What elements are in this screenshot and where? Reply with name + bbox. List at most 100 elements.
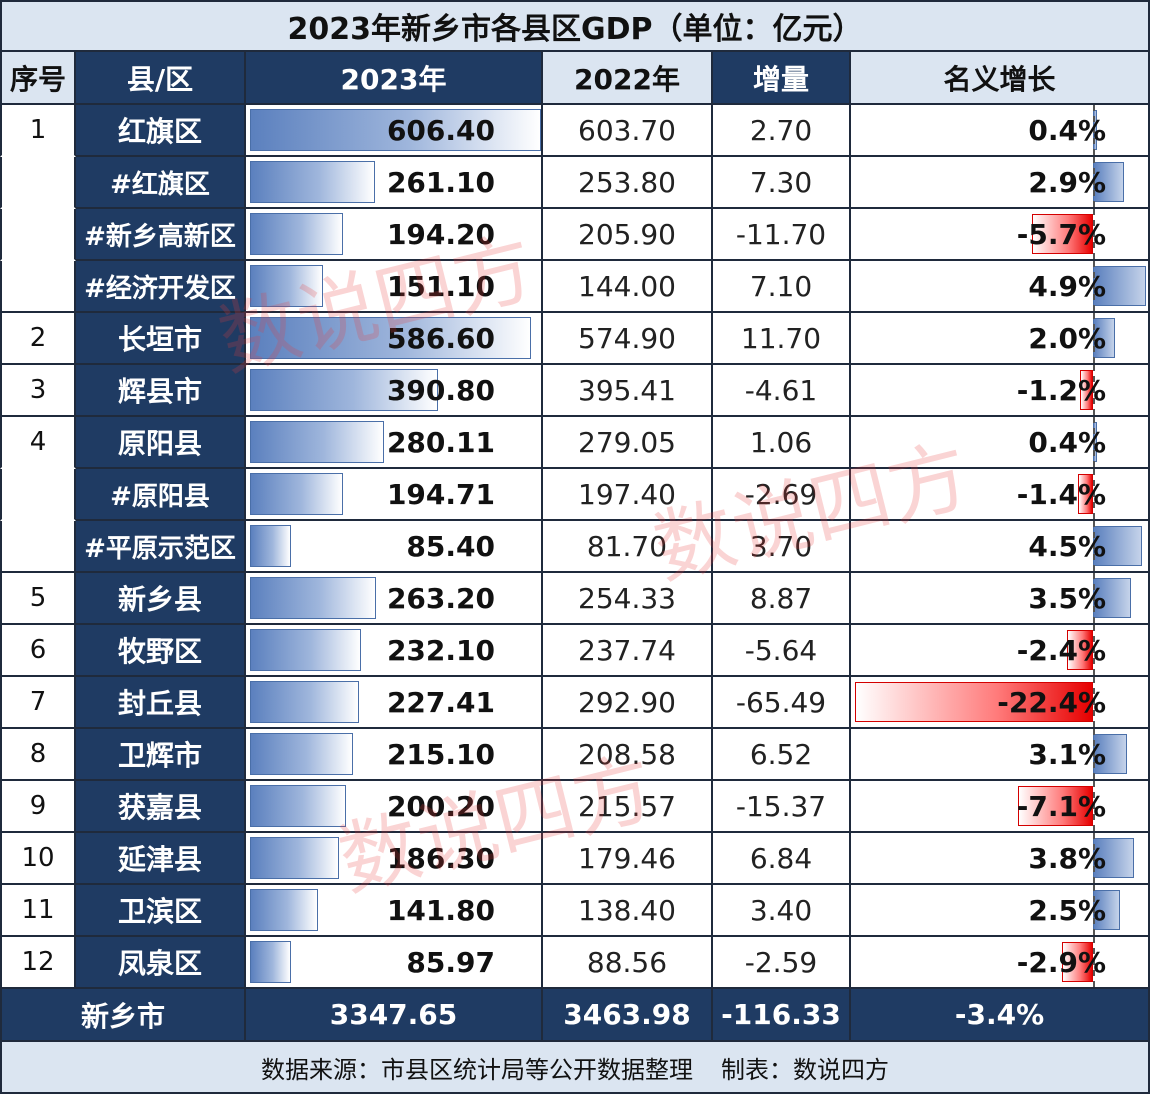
row-increase-value: -15.37 xyxy=(713,781,851,833)
row-2023-cell: 586.60 xyxy=(246,313,543,365)
row-growth-value: 0.4% xyxy=(1028,425,1106,459)
bar-2023 xyxy=(250,109,541,151)
row-2023-value: 151.10 xyxy=(386,269,495,303)
row-2023-cell: 151.10 xyxy=(246,261,543,313)
row-growth-value: 2.0% xyxy=(1028,321,1106,355)
table-title: 2023年新乡市各县区GDP（单位：亿元） xyxy=(0,0,1150,52)
footer-source: 数据来源：市县区统计局等公开数据整理 xyxy=(261,1055,693,1084)
bar-2023 xyxy=(250,681,359,723)
table-row: 5 新乡县 263.20 254.33 8.87 3.5% xyxy=(0,573,1150,625)
row-growth-value: 2.9% xyxy=(1028,165,1106,199)
row-region: 牧野区 xyxy=(76,625,246,677)
row-2023-value: 232.10 xyxy=(386,633,495,667)
total-growth: -3.4% xyxy=(851,989,1150,1042)
bar-growth xyxy=(1032,214,1093,254)
bar-2023 xyxy=(250,317,531,359)
row-seq xyxy=(0,157,76,209)
row-2023-value: 263.20 xyxy=(386,581,495,615)
table-row: 1 红旗区 606.40 603.70 2.70 0.4% xyxy=(0,105,1150,157)
row-growth-value: 3.1% xyxy=(1028,737,1106,771)
row-growth-cell: -1.4% xyxy=(851,469,1150,521)
growth-zero-axis xyxy=(1093,105,1095,155)
table-row: 8 卫辉市 215.10 208.58 6.52 3.1% xyxy=(0,729,1150,781)
row-growth-cell: -5.7% xyxy=(851,209,1150,261)
row-seq: 10 xyxy=(0,833,76,885)
row-seq: 7 xyxy=(0,677,76,729)
row-growth-cell: 3.8% xyxy=(851,833,1150,885)
row-increase-value: 2.70 xyxy=(713,105,851,157)
row-growth-value: -1.2% xyxy=(1016,373,1106,407)
row-growth-cell: -2.9% xyxy=(851,937,1150,989)
row-seq: 3 xyxy=(0,365,76,417)
table-row: 4 原阳县 280.11 279.05 1.06 0.4% xyxy=(0,417,1150,469)
row-increase-value: -4.61 xyxy=(713,365,851,417)
row-region: 原阳县 xyxy=(76,417,246,469)
row-seq xyxy=(0,261,76,313)
total-2022: 3463.98 xyxy=(543,989,713,1042)
growth-zero-axis xyxy=(1093,209,1095,259)
table-row: 2 长垣市 586.60 574.90 11.70 2.0% xyxy=(0,313,1150,365)
row-region: 新乡县 xyxy=(76,573,246,625)
header-growth: 名义增长 xyxy=(851,52,1150,105)
row-region: 封丘县 xyxy=(76,677,246,729)
row-increase-value: 1.06 xyxy=(713,417,851,469)
row-2023-value: 280.11 xyxy=(386,425,495,459)
row-seq: 6 xyxy=(0,625,76,677)
row-2022-value: 279.05 xyxy=(543,417,713,469)
growth-zero-axis xyxy=(1093,573,1095,623)
row-2023-cell: 261.10 xyxy=(246,157,543,209)
row-increase-value: 6.52 xyxy=(713,729,851,781)
bar-2023 xyxy=(250,265,323,307)
row-increase-value: 11.70 xyxy=(713,313,851,365)
row-growth-cell: 4.5% xyxy=(851,521,1150,573)
row-seq xyxy=(0,521,76,573)
row-growth-value: 0.4% xyxy=(1028,113,1106,147)
row-2022-value: 603.70 xyxy=(543,105,713,157)
row-2023-value: 85.40 xyxy=(406,529,495,563)
row-2022-value: 253.80 xyxy=(543,157,713,209)
row-2022-value: 395.41 xyxy=(543,365,713,417)
table-row: 3 辉县市 390.80 395.41 -4.61 -1.2% xyxy=(0,365,1150,417)
header-region: 县/区 xyxy=(76,52,246,105)
row-growth-cell: 0.4% xyxy=(851,417,1150,469)
growth-zero-axis xyxy=(1093,729,1095,779)
bar-2023 xyxy=(250,889,318,931)
growth-zero-axis xyxy=(1093,833,1095,883)
bar-growth xyxy=(1067,630,1093,670)
row-2023-cell: 227.41 xyxy=(246,677,543,729)
row-2023-cell: 606.40 xyxy=(246,105,543,157)
row-seq: 11 xyxy=(0,885,76,937)
row-region: 获嘉县 xyxy=(76,781,246,833)
row-2023-value: 215.10 xyxy=(386,737,495,771)
bar-2023 xyxy=(250,213,343,255)
row-2023-cell: 141.80 xyxy=(246,885,543,937)
bar-growth xyxy=(855,682,1093,722)
row-seq: 4 xyxy=(0,417,76,469)
row-2023-cell: 263.20 xyxy=(246,573,543,625)
row-2023-value: 194.20 xyxy=(386,217,495,251)
row-increase-value: -65.49 xyxy=(713,677,851,729)
table-row: 6 牧野区 232.10 237.74 -5.64 -2.4% xyxy=(0,625,1150,677)
bar-2023 xyxy=(250,629,361,671)
row-increase-value: -2.69 xyxy=(713,469,851,521)
row-region: #经济开发区 xyxy=(76,261,246,313)
growth-zero-axis xyxy=(1093,781,1095,831)
row-growth-cell: 2.9% xyxy=(851,157,1150,209)
growth-zero-axis xyxy=(1093,625,1095,675)
row-increase-value: 3.40 xyxy=(713,885,851,937)
table-row: 11 卫滨区 141.80 138.40 3.40 2.5% xyxy=(0,885,1150,937)
row-growth-cell: -7.1% xyxy=(851,781,1150,833)
row-2023-cell: 390.80 xyxy=(246,365,543,417)
row-2023-value: 606.40 xyxy=(386,113,495,147)
header-2022: 2022年 xyxy=(543,52,713,105)
growth-zero-axis xyxy=(1093,885,1095,935)
row-increase-value: 6.84 xyxy=(713,833,851,885)
row-growth-value: -7.1% xyxy=(1016,789,1106,823)
row-2022-value: 88.56 xyxy=(543,937,713,989)
row-growth-cell: -1.2% xyxy=(851,365,1150,417)
row-2023-cell: 194.71 xyxy=(246,469,543,521)
row-2023-cell: 215.10 xyxy=(246,729,543,781)
bar-2023 xyxy=(250,421,384,463)
row-2023-cell: 232.10 xyxy=(246,625,543,677)
row-2022-value: 197.40 xyxy=(543,469,713,521)
